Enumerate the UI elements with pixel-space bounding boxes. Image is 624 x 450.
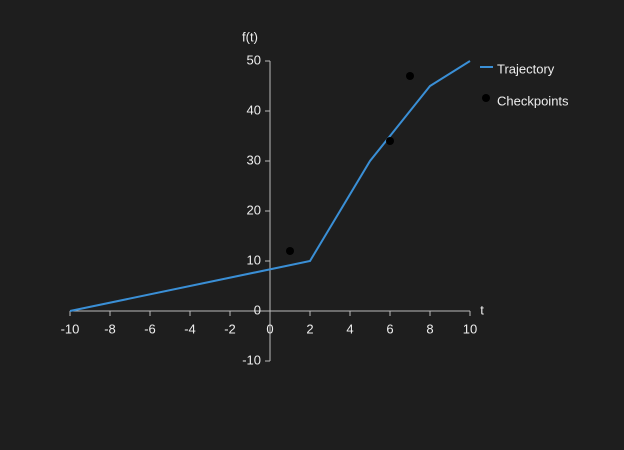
x-tick-label: -6 [144,321,156,336]
y-tick-label: 30 [247,152,261,167]
x-tick-label: 6 [386,321,393,336]
y-tick-label: -10 [242,352,261,367]
x-tick-label: 4 [346,321,353,336]
x-tick-label: -2 [224,321,236,336]
checkpoint [286,247,294,255]
checkpoint [386,137,394,145]
legend-label: Trajectory [497,61,555,76]
y-tick-label: 50 [247,52,261,67]
x-tick-label: -4 [184,321,196,336]
legend-swatch [482,94,490,102]
checkpoint [406,72,414,80]
y-tick-label: 20 [247,202,261,217]
y-tick-label: 0 [254,302,261,317]
y-axis-label: f(t) [242,29,258,44]
x-tick-label: 8 [426,321,433,336]
legend-label: Checkpoints [497,93,569,108]
x-tick-label: -10 [61,321,80,336]
x-axis-label: t [480,302,484,317]
trajectory-line [69,60,471,312]
x-tick-label: -8 [104,321,116,336]
y-tick-label: 10 [247,252,261,267]
x-tick-label: 2 [306,321,313,336]
x-tick-label: 10 [463,321,477,336]
x-tick-label: 0 [266,321,273,336]
y-tick-label: 40 [247,102,261,117]
